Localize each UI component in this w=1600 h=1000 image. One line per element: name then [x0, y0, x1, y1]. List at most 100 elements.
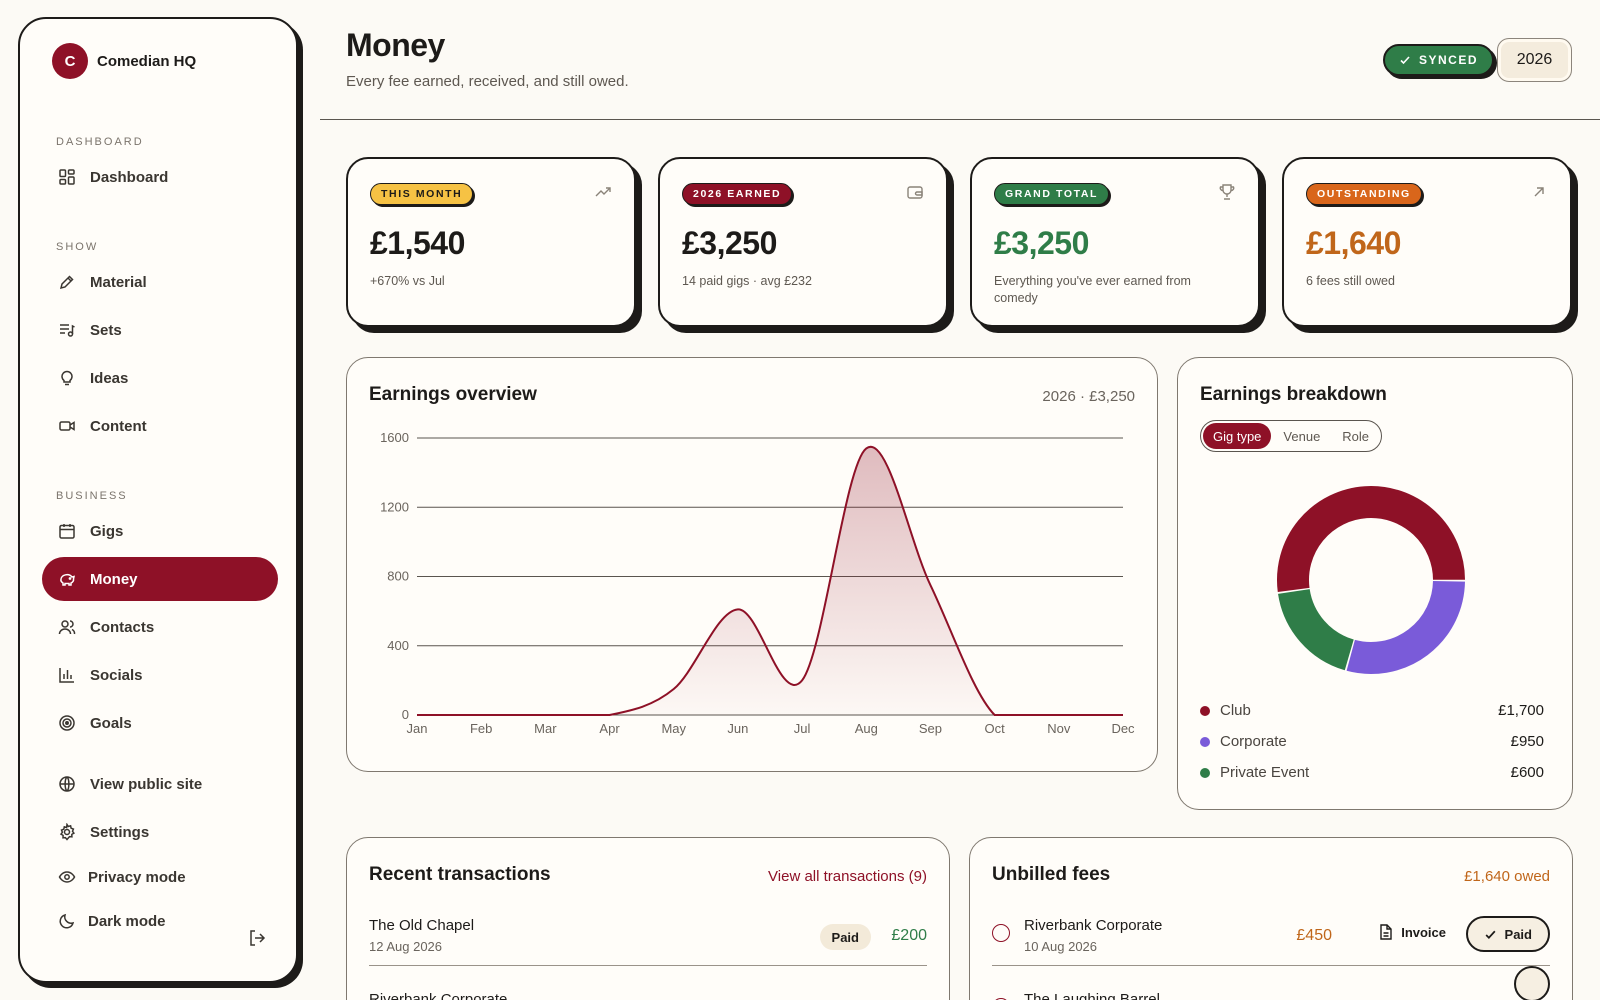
select-radio[interactable] — [992, 924, 1010, 942]
sidebar-item-label: Material — [90, 273, 147, 291]
stat-card-this-month: THIS MONTH £1,540 +670% vs Jul — [346, 157, 642, 333]
sidebar-item-money[interactable]: Money — [42, 557, 278, 601]
status-badge: Paid — [819, 924, 871, 950]
calendar-icon — [58, 522, 76, 540]
sidebar-item-label: Ideas — [90, 369, 129, 387]
donut-slice-private-event[interactable] — [1278, 588, 1355, 671]
sidebar-item-contacts[interactable]: Contacts — [42, 605, 278, 649]
list-music-icon — [58, 321, 76, 339]
sidebar-item-label: Dashboard — [90, 168, 169, 186]
trophy-icon — [1219, 184, 1235, 200]
synced-label: SYNCED — [1419, 53, 1479, 67]
year-selector[interactable]: 2026 — [1497, 38, 1572, 82]
sidebar-item-content[interactable]: Content — [42, 404, 278, 448]
stat-note: Everything you've ever earned from comed… — [994, 274, 1191, 305]
x-tick-label: Nov — [1047, 721, 1071, 736]
arrow-up-right-icon — [1534, 187, 1544, 197]
page-subtitle: Every fee earned, received, and still ow… — [346, 73, 629, 90]
mark-paid-button[interactable] — [1514, 966, 1550, 1000]
area-fill — [417, 446, 1123, 715]
nav-section-show: SHOW — [56, 241, 99, 253]
wallet-icon — [907, 186, 923, 199]
brand[interactable]: C Comedian HQ — [52, 43, 196, 79]
table-row[interactable]: Riverbank Corporate — [369, 976, 927, 1000]
sidebar-item-goals[interactable]: Goals — [42, 701, 278, 745]
x-tick-label: Oct — [985, 721, 1006, 736]
page-title: Money — [346, 27, 445, 63]
legend-label: Private Event — [1220, 764, 1310, 781]
transaction-name: Riverbank Corporate — [369, 991, 508, 1000]
donut-slice-corporate[interactable] — [1346, 580, 1465, 674]
stat-card: GRAND TOTAL £3,250 Everything you've eve… — [970, 157, 1260, 327]
sidebar-item-public-site[interactable]: View public site — [42, 762, 278, 806]
grid-icon — [58, 168, 76, 186]
invoice-button[interactable]: Invoice — [1379, 924, 1446, 940]
sidebar-item-label: Money — [90, 570, 138, 588]
earnings-breakdown-panel: Earnings breakdown Gig type Venue Role C… — [1177, 357, 1573, 810]
privacy-mode-toggle[interactable]: Privacy mode — [42, 855, 278, 899]
pen-icon — [58, 273, 76, 291]
sidebar-item-label: Socials — [90, 666, 143, 684]
legend-item-corporate: Corporate £950 — [1200, 733, 1544, 750]
stat-value: £3,250 — [994, 225, 1089, 261]
y-tick-label: 0 — [402, 707, 409, 722]
tab-gig-type[interactable]: Gig type — [1203, 423, 1272, 449]
fee-date: 10 Aug 2026 — [1024, 939, 1098, 954]
x-tick-label: Sep — [919, 721, 942, 736]
legend-dot — [1200, 705, 1210, 716]
check-icon — [1485, 930, 1496, 939]
view-all-transactions-link[interactable]: View all transactions (9) — [768, 868, 927, 885]
legend-dot — [1200, 736, 1210, 747]
fee-name: The Laughing Barrel — [1024, 991, 1160, 1000]
logout-icon[interactable] — [248, 929, 266, 947]
paid-label: Paid — [1504, 926, 1532, 942]
dark-mode-toggle[interactable]: Dark mode — [42, 899, 278, 943]
donut-slice-club[interactable] — [1277, 486, 1465, 592]
sidebar-item-gigs[interactable]: Gigs — [42, 509, 278, 553]
x-tick-label: Jun — [727, 721, 748, 736]
stat-note: 14 paid gigs · avg £232 — [682, 274, 812, 288]
series-line — [417, 445, 1123, 716]
list-item: The Laughing Barrel — [992, 966, 1550, 1000]
transaction-name: The Old Chapel — [369, 917, 475, 934]
eye-icon — [58, 868, 76, 886]
tab-venue[interactable]: Venue — [1283, 428, 1321, 444]
check-icon — [1400, 56, 1410, 65]
lightbulb-icon — [58, 369, 76, 387]
y-tick-label: 1200 — [380, 499, 409, 514]
legend-amount: £600 — [1510, 764, 1544, 781]
sidebar-item-label: Settings — [90, 823, 150, 841]
earnings-overview-title: Earnings overview — [369, 384, 537, 405]
sidebar-item-label: Dark mode — [88, 912, 166, 930]
x-tick-label: Jul — [794, 721, 811, 736]
stat-badge: THIS MONTH — [370, 183, 474, 205]
unbilled-fees-title: Unbilled fees — [992, 864, 1111, 885]
sidebar-item-sets[interactable]: Sets — [42, 308, 278, 352]
recent-transactions-panel: Recent transactions View all transaction… — [346, 837, 950, 1000]
stat-badge: GRAND TOTAL — [994, 183, 1110, 205]
owed-total: £1,640 owed — [1464, 868, 1550, 885]
brand-avatar: C — [52, 43, 88, 79]
x-tick-label: Jan — [407, 721, 428, 736]
recent-transactions-title: Recent transactions — [369, 864, 551, 885]
sidebar-item-settings[interactable]: Settings — [42, 810, 278, 854]
mark-paid-button[interactable]: Paid — [1465, 916, 1550, 952]
stat-card-grand-total: GRAND TOTAL £3,250 Everything you've eve… — [970, 157, 1266, 333]
header-divider — [320, 119, 1600, 120]
stat-badge: 2026 EARNED — [682, 183, 793, 205]
target-icon — [58, 714, 76, 732]
stat-card-outstanding: OUTSTANDING £1,640 6 fees still owed — [1282, 157, 1578, 333]
legend-dot — [1200, 767, 1210, 778]
sidebar-item-material[interactable]: Material — [42, 260, 278, 304]
x-tick-label: Mar — [534, 721, 557, 736]
table-row[interactable]: The Old Chapel 12 Aug 2026 Paid £200 — [369, 902, 927, 966]
sidebar-item-ideas[interactable]: Ideas — [42, 356, 278, 400]
sidebar-item-socials[interactable]: Socials — [42, 653, 278, 697]
legend-label: Corporate — [1220, 733, 1287, 750]
tab-role[interactable]: Role — [1342, 428, 1370, 444]
earnings-overview-panel: Earnings overview 2026 · £3,250 0 400 800 1… — [346, 357, 1158, 772]
sidebar-item-dashboard[interactable]: Dashboard — [42, 155, 278, 199]
fee-name: Riverbank Corporate — [1024, 917, 1163, 934]
list-item: Riverbank Corporate 10 Aug 2026 £450 Inv… — [992, 902, 1550, 966]
legend-amount: £950 — [1510, 733, 1544, 750]
